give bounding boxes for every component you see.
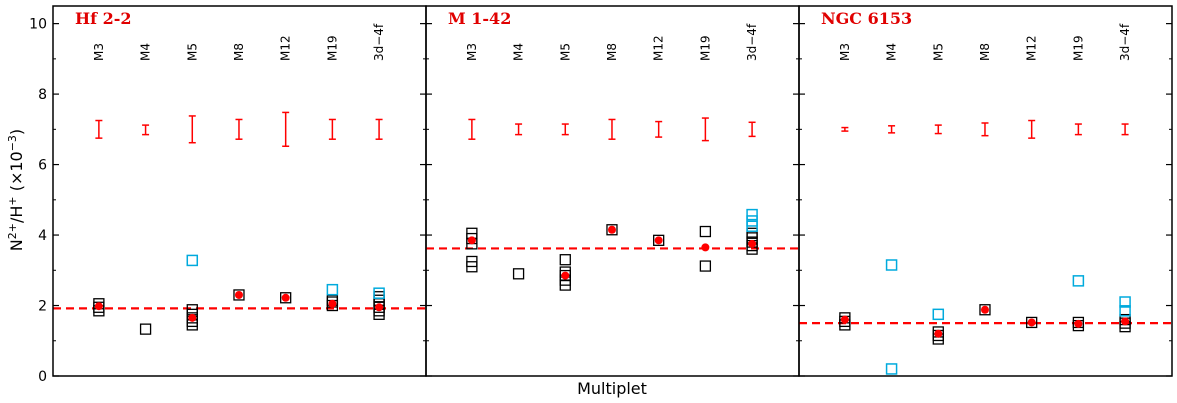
filled-dot-marker (94, 302, 103, 311)
filled-dot-marker (561, 271, 570, 280)
multiplet-label: M5 (185, 43, 199, 61)
y-axis-title-part: N (7, 239, 26, 251)
cyan-square-marker (932, 308, 945, 321)
cyan-square-marker (186, 254, 199, 267)
open-square-marker (606, 224, 618, 236)
y-tick-label: 10 (29, 17, 47, 33)
multiplet-label: M8 (978, 43, 992, 61)
multiplet-label: M12 (652, 35, 666, 61)
multiplet-label: 3d−4f (745, 23, 759, 61)
multiplet-label: M5 (931, 43, 945, 61)
multiplet-label: M3 (465, 43, 479, 61)
open-square-marker (373, 291, 385, 303)
open-square-marker (979, 304, 991, 316)
y-axis-title-part: /H (7, 206, 26, 223)
filled-dot-marker (1027, 318, 1036, 327)
y-tick-label: 8 (38, 87, 47, 103)
multiplet-label: M5 (558, 43, 572, 61)
filled-dot-marker (281, 293, 290, 302)
open-square-marker (466, 255, 478, 268)
y-axis-title-part: −3 (6, 135, 19, 151)
open-square-marker (653, 234, 665, 246)
cyan-square-marker (373, 287, 385, 299)
cyan-square-marker (746, 215, 758, 227)
filled-dot-marker (748, 239, 757, 248)
filled-dot-marker (234, 290, 243, 299)
y-axis-title: N2+/H+ (×10−3) (6, 129, 26, 251)
multiplet-label: M12 (279, 35, 293, 61)
multiplet-label: M4 (139, 43, 153, 61)
open-square-marker (699, 260, 712, 272)
y-axis-title-part: 2+ (6, 223, 19, 239)
panel-frame (798, 5, 1173, 377)
cyan-square-marker (1119, 305, 1131, 317)
filled-dot-marker (980, 305, 989, 314)
multiplet-label: M4 (512, 43, 526, 61)
filled-dot-marker (701, 243, 710, 252)
cyan-square-marker (885, 363, 898, 375)
filled-dot-marker (188, 313, 197, 322)
x-axis-title: Multiplet (577, 379, 647, 398)
filled-dot-marker (934, 329, 943, 338)
y-tick-label: 4 (38, 228, 47, 244)
filled-dot-marker (1121, 317, 1130, 326)
multiplet-label: M19 (325, 35, 339, 61)
multiplet-label: M8 (232, 43, 246, 61)
filled-dot-marker (467, 236, 476, 245)
cyan-square-marker (326, 283, 339, 296)
cyan-square-marker (746, 208, 758, 221)
cyan-square-marker (1072, 275, 1085, 287)
filled-dot-marker (375, 303, 384, 312)
multiplet-label: 3d−4f (372, 23, 386, 61)
open-square-marker (233, 289, 245, 301)
filled-dot-marker (840, 315, 849, 324)
y-tick-label: 2 (38, 299, 47, 315)
filled-dot-marker (654, 236, 663, 245)
panel-title: M 1-42 (448, 9, 511, 28)
multiplet-label: M3 (838, 43, 852, 61)
y-tick-label: 6 (38, 158, 47, 174)
multiplet-label: 3d−4f (1118, 23, 1132, 61)
cyan-square-marker (885, 259, 898, 271)
open-square-marker (746, 227, 758, 239)
multiplet-label: M19 (1071, 35, 1085, 61)
filled-dot-marker (328, 299, 337, 308)
y-axis-title-part: ) (7, 129, 26, 135)
multiplet-label: M4 (885, 43, 899, 61)
multiplet-label: M3 (92, 43, 106, 61)
cyan-square-marker (1119, 296, 1131, 308)
multiplet-label: M12 (1025, 35, 1039, 61)
y-axis-title-part: (×10 (7, 151, 26, 196)
multiplet-label: M8 (605, 43, 619, 61)
open-square-marker (559, 254, 571, 266)
plot-layer: M3 M4 M5 M8 M12 M19 3d−4f Hf 2-2 M3 M4 M5 M8 M12 M19 3… (29, 5, 1173, 385)
open-square-marker (512, 268, 525, 280)
open-square-marker (699, 225, 712, 238)
panel-title: NGC 6153 (821, 9, 912, 28)
filled-dot-marker (1074, 319, 1083, 328)
y-tick-label: 0 (38, 369, 47, 385)
open-square-marker (280, 292, 292, 304)
multiplet-label: M19 (698, 35, 712, 61)
y-axis-title-part: + (6, 196, 19, 205)
open-square-marker (139, 323, 152, 335)
filled-dot-marker (607, 225, 616, 234)
open-square-marker (1026, 316, 1038, 329)
panel-title: Hf 2-2 (75, 9, 131, 28)
